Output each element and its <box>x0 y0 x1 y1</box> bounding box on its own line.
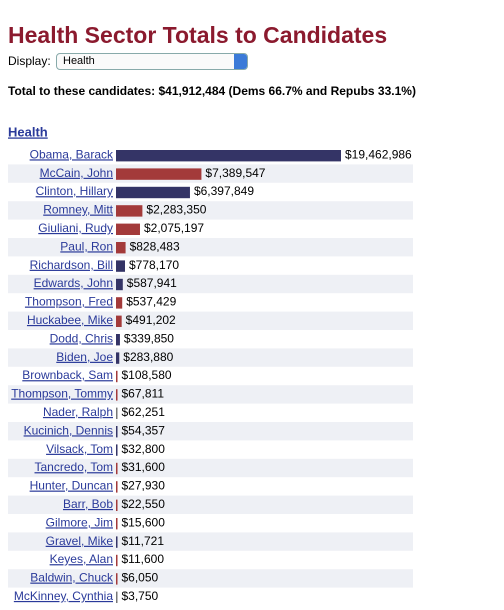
bar <box>116 536 118 548</box>
candidate-link[interactable]: Edwards, John <box>34 276 113 290</box>
bar <box>116 591 118 603</box>
candidate-link[interactable]: Thompson, Fred <box>25 295 113 309</box>
value-label: $67,811 <box>122 387 165 401</box>
bar <box>116 242 126 254</box>
bar <box>116 499 118 511</box>
candidate-link[interactable]: Thompson, Tommy <box>11 387 113 401</box>
row-band <box>8 238 413 257</box>
candidate-link[interactable]: McKinney, Cynthia <box>14 589 113 603</box>
bar <box>116 334 120 346</box>
candidate-link[interactable]: Baldwin, Chuck <box>30 571 114 585</box>
value-label: $22,550 <box>122 497 166 511</box>
row-band <box>8 458 413 478</box>
candidate-link[interactable]: Romney, Mitt <box>43 203 113 217</box>
section-link[interactable]: Health <box>8 124 48 139</box>
candidate-link[interactable]: Vilsack, Tom <box>46 442 113 456</box>
candidate-link[interactable]: Richardson, Bill <box>30 258 113 272</box>
candidate-link[interactable]: Dodd, Chris <box>50 331 113 345</box>
candidate-link[interactable]: Paul, Ron <box>60 239 113 253</box>
bar <box>116 389 118 401</box>
bar <box>116 260 125 272</box>
row-band <box>8 274 413 294</box>
value-label: $778,170 <box>129 258 179 272</box>
candidate-link[interactable]: Tancredo, Tom <box>35 460 114 474</box>
bar <box>116 186 190 199</box>
value-label: $2,283,350 <box>146 203 206 217</box>
value-label: $537,429 <box>126 295 176 309</box>
value-label: $15,600 <box>122 515 166 529</box>
row-band <box>8 532 413 551</box>
row-band <box>8 164 413 183</box>
value-label: $108,580 <box>122 368 172 382</box>
value-label: $54,357 <box>122 423 166 437</box>
value-label: $6,050 <box>122 571 159 585</box>
candidate-link[interactable]: Keyes, Alan <box>50 552 113 566</box>
row-band <box>8 569 413 588</box>
row-band <box>8 201 413 220</box>
value-label: $11,600 <box>122 552 165 566</box>
value-label: $6,397,849 <box>194 184 254 198</box>
value-label: $2,075,197 <box>144 221 204 235</box>
value-label: $11,721 <box>122 534 165 548</box>
bar <box>116 426 118 438</box>
value-label: $7,389,547 <box>205 166 265 180</box>
row-band <box>8 495 413 514</box>
display-select[interactable]: Health <box>56 53 248 70</box>
candidate-link[interactable]: Biden, Joe <box>56 350 113 364</box>
value-label: $283,880 <box>123 350 173 364</box>
candidate-link[interactable]: McCain, John <box>40 166 113 180</box>
value-label: $32,800 <box>122 442 166 456</box>
summary: Total to these candidates: $41,912,484 (… <box>8 84 416 98</box>
candidate-link[interactable]: Gilmore, Jim <box>46 515 113 529</box>
bar <box>116 352 120 364</box>
bar <box>116 370 118 383</box>
value-label: $62,251 <box>122 405 166 419</box>
candidate-link[interactable]: Giuliani, Rudy <box>38 221 113 235</box>
bar <box>116 223 140 235</box>
bar <box>116 444 118 456</box>
bar <box>116 481 118 493</box>
candidate-link[interactable]: Barr, Bob <box>63 497 113 511</box>
value-label: $27,930 <box>122 479 166 493</box>
row-band <box>8 348 413 367</box>
row-band <box>8 385 413 404</box>
candidate-link[interactable]: Clinton, Hillary <box>36 184 113 198</box>
candidate-link[interactable]: Gravel, Mike <box>46 534 114 548</box>
page-title: Health Sector Totals to Candidates <box>8 22 388 48</box>
bar <box>116 205 143 217</box>
value-label: $3,750 <box>122 589 159 603</box>
bar <box>116 168 202 180</box>
candidate-link[interactable]: Brownback, Sam <box>22 368 113 382</box>
value-label: $491,202 <box>126 313 176 327</box>
candidate-link[interactable]: Hunter, Duncan <box>30 479 113 493</box>
bar <box>116 407 118 419</box>
value-label: $587,941 <box>127 276 177 290</box>
candidate-link[interactable]: Kucinich, Dennis <box>24 423 113 437</box>
value-label: $828,483 <box>130 239 180 253</box>
chart: Health Obama, Barack $19,462,986 McCain, J… <box>8 124 413 603</box>
value-label: $339,850 <box>124 331 174 345</box>
select-value[interactable]: Health <box>63 55 95 67</box>
row-band <box>8 311 413 330</box>
value-label: $19,462,986 <box>345 147 412 161</box>
candidate-link[interactable]: Obama, Barack <box>30 147 114 161</box>
select-arrow[interactable] <box>234 54 247 69</box>
bar <box>116 518 118 530</box>
value-label: $31,600 <box>122 460 166 474</box>
candidate-link[interactable]: Huckabee, Mike <box>27 313 113 327</box>
bar <box>116 278 123 291</box>
candidate-link[interactable]: Nader, Ralph <box>43 405 113 419</box>
display-label: Display: <box>8 54 51 68</box>
bar <box>116 462 118 475</box>
bar <box>116 573 118 585</box>
row-band <box>8 422 413 441</box>
bar <box>116 297 123 309</box>
bar <box>116 554 118 567</box>
bar <box>116 315 122 327</box>
bar <box>116 150 341 162</box>
